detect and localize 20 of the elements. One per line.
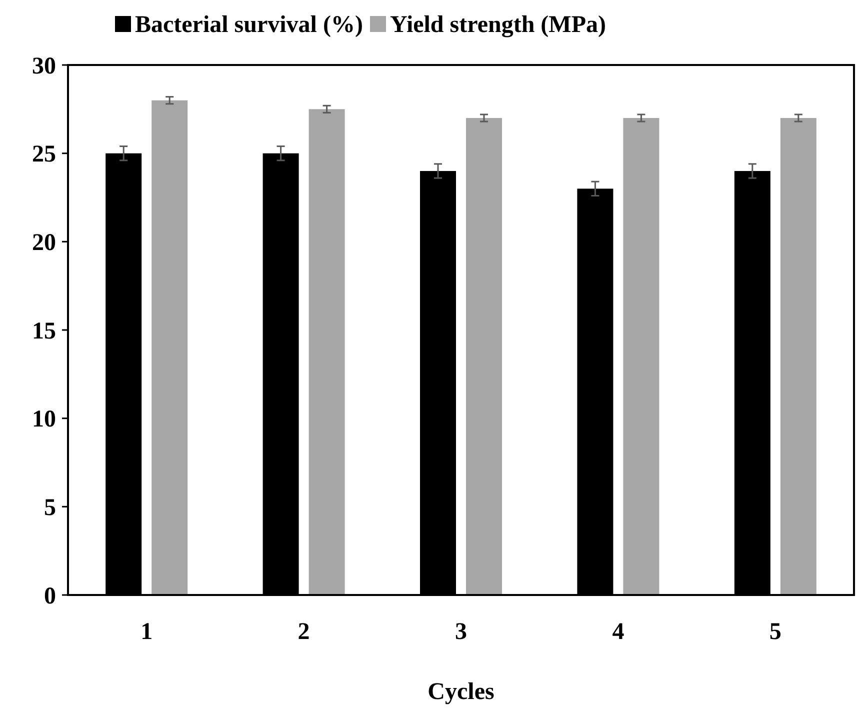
y-tick-label: 5 [44,495,56,522]
y-tick-label: 30 [32,53,56,80]
x-tick-label: 1 [140,619,153,645]
y-tick-label: 25 [32,142,56,168]
x-tick-label: 4 [612,619,624,645]
bar [466,118,502,595]
legend-label: Bacterial survival (%) [135,12,363,38]
x-tick-label: 3 [455,619,467,645]
bar [780,118,816,595]
y-tick-label: 10 [32,406,56,433]
bar [152,100,188,595]
y-tick-label: 0 [44,583,56,610]
legend-label: Yield strength (MPa) [390,12,606,38]
bar [623,118,660,595]
x-tick-label: 5 [769,619,782,645]
y-tick-label: 20 [32,230,56,256]
y-tick-label: 15 [32,318,56,344]
x-axis-title: Cycles [428,679,494,705]
x-tick-label: 2 [298,619,310,645]
bar [308,109,345,595]
